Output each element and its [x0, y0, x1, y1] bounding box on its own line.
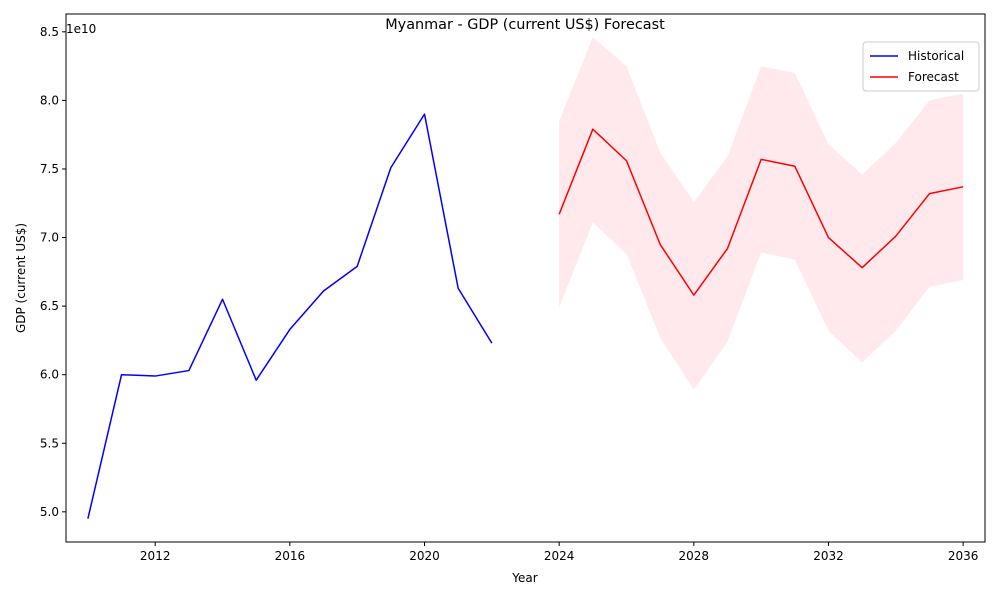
x-tick-label: 2016 [275, 549, 306, 563]
y-tick-label: 6.5 [40, 299, 59, 313]
forecast-confidence-band [559, 37, 964, 390]
legend-box [862, 41, 980, 92]
y-offset-text: 1e10 [66, 22, 96, 36]
y-tick-label: 5.0 [40, 505, 59, 519]
legend-forecast-label: Forecast [908, 70, 959, 84]
y-tick-label: 8.0 [40, 93, 59, 107]
y-axis-label: GDP (current US$) [14, 223, 28, 333]
x-tick-label: 2012 [140, 549, 171, 563]
x-axis-label: Year [511, 571, 537, 585]
y-tick-label: 5.5 [40, 436, 59, 450]
plot-area [87, 37, 964, 519]
chart-title: Myanmar - GDP (current US$) Forecast [385, 17, 665, 33]
series-line-forecast [558, 128, 964, 296]
axes-frame [65, 13, 986, 543]
legend: Historical Forecast [862, 41, 980, 92]
confidence-band-layer [559, 37, 964, 390]
legend-historical-label: Historical [908, 49, 964, 63]
series-layer [87, 113, 964, 519]
y-tick-label: 8.5 [40, 25, 59, 39]
x-axis-ticks: 2012 2016 2020 2024 2028 2032 2036 [140, 542, 978, 563]
x-tick-label: 2020 [409, 549, 440, 563]
y-tick-label: 7.0 [40, 231, 59, 245]
y-axis-ticks: 5.0 5.5 6.0 6.5 7.0 7.5 8.0 8.5 [40, 25, 66, 519]
x-tick-label: 2024 [544, 549, 575, 563]
series-line-historical [87, 113, 493, 519]
x-tick-label: 2028 [679, 549, 710, 563]
x-tick-label: 2036 [948, 549, 979, 563]
y-tick-label: 6.0 [40, 368, 59, 382]
x-tick-label: 2032 [813, 549, 844, 563]
y-tick-label: 7.5 [40, 162, 59, 176]
